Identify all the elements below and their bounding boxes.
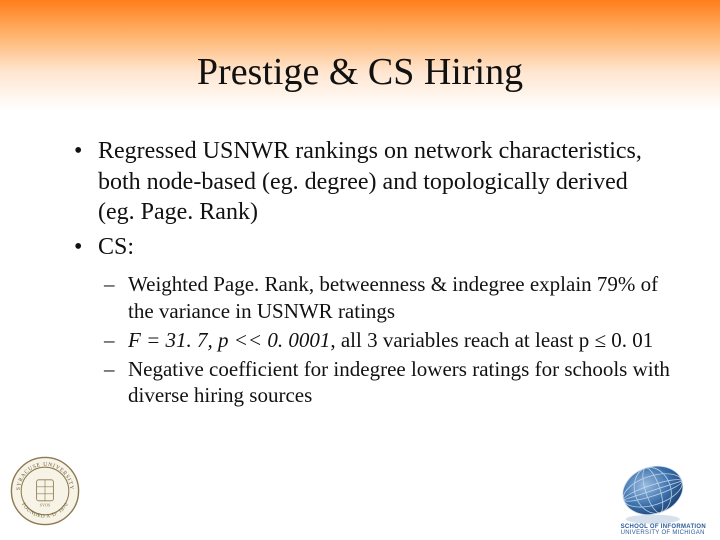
- sub-bullet-italic: F = 31. 7, p << 0. 0001: [128, 328, 330, 352]
- slide-title: Prestige & CS Hiring: [50, 50, 670, 94]
- sub-bullet-text: Weighted Page. Rank, betweenness & indeg…: [128, 272, 658, 323]
- sub-bullet-item: Weighted Page. Rank, betweenness & indeg…: [104, 271, 670, 325]
- bullet-item: Regressed USNWR rankings on network char…: [70, 136, 670, 228]
- bullet-text: CS:: [98, 234, 134, 260]
- svg-text:SVOS: SVOS: [40, 502, 51, 507]
- sub-bullet-text: Negative coefficient for indegree lowers…: [128, 357, 670, 408]
- sub-bullets: Weighted Page. Rank, betweenness & indeg…: [104, 271, 670, 409]
- main-bullets: Regressed USNWR rankings on network char…: [70, 136, 670, 263]
- sub-bullet-item: F = 31. 7, p << 0. 0001, all 3 variables…: [104, 327, 670, 354]
- bullet-text: Regressed USNWR rankings on network char…: [98, 138, 642, 225]
- bullet-item: CS:: [70, 232, 670, 263]
- sub-bullet-text: , all 3 variables reach at least p ≤ 0. …: [330, 328, 653, 352]
- school-of-information-logo-icon: [596, 458, 706, 530]
- sub-bullet-item: Negative coefficient for indegree lowers…: [104, 356, 670, 410]
- syracuse-seal-icon: SYRACUSE UNIVERSITY FOUNDED A·D· 1870 SV…: [10, 456, 80, 526]
